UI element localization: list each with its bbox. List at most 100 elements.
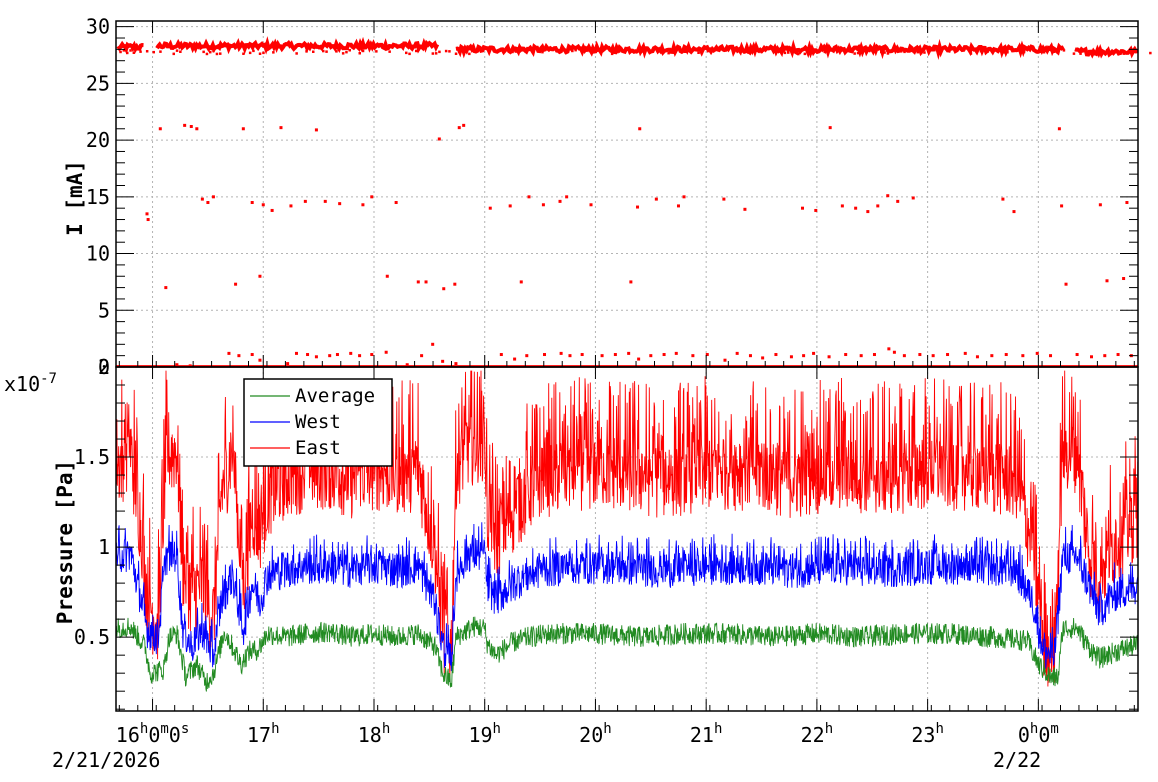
current-point <box>468 52 471 56</box>
current-point <box>286 362 290 366</box>
current-point <box>394 201 398 205</box>
current-point <box>1149 51 1152 55</box>
current-point <box>963 351 967 355</box>
current-point <box>697 51 700 54</box>
current-point <box>215 52 219 56</box>
current-point <box>1119 52 1122 55</box>
current-point <box>448 50 451 53</box>
current-point <box>1022 50 1026 54</box>
current-point <box>911 196 915 200</box>
current-point <box>801 206 805 210</box>
current-point <box>279 126 283 130</box>
current-point <box>722 197 726 201</box>
current-point <box>1076 48 1079 52</box>
current-point <box>743 207 747 211</box>
current-point <box>919 51 923 55</box>
current-point <box>303 199 307 203</box>
current-point <box>270 208 274 212</box>
current-point <box>424 280 428 284</box>
current-point <box>202 50 205 54</box>
current-point <box>559 351 563 355</box>
current-point <box>892 350 896 354</box>
x-tick-label: 0h0m <box>1018 721 1059 747</box>
current-point <box>189 125 193 129</box>
x-tick-label: 18h <box>358 721 391 747</box>
current-point <box>431 52 435 55</box>
current-point <box>164 286 168 290</box>
x-tick-label: 20h <box>579 721 612 747</box>
current-point <box>250 353 254 357</box>
current-point <box>227 351 231 355</box>
current-point <box>349 351 353 355</box>
current-point <box>1052 50 1056 53</box>
current-point <box>431 342 435 346</box>
current-point <box>866 210 870 214</box>
current-point <box>627 351 631 355</box>
top-panel: 0 5 10 15 20 25 30 I [mA] <box>63 15 1152 379</box>
current-point <box>986 50 989 53</box>
current-point <box>1057 127 1061 131</box>
current-point <box>453 282 457 286</box>
current-point <box>853 52 856 55</box>
current-point <box>1035 351 1039 355</box>
current-point <box>294 351 298 355</box>
current-point <box>361 49 365 53</box>
current-point <box>206 201 210 205</box>
current-baseline <box>455 38 1065 61</box>
current-point <box>358 354 362 358</box>
current-point <box>195 127 199 131</box>
current-point <box>345 50 348 54</box>
current-point <box>1060 204 1064 208</box>
x-tick-label: 16h0m0s <box>116 721 190 747</box>
current-point <box>856 51 860 55</box>
current-point <box>384 350 388 354</box>
current-point <box>209 50 212 54</box>
current-point <box>248 51 252 55</box>
current-point <box>434 52 438 55</box>
current-point <box>1125 201 1129 205</box>
x-tick-label: 22h <box>801 721 834 747</box>
current-point <box>219 52 222 55</box>
current-point <box>541 203 545 207</box>
current-point <box>1125 51 1129 54</box>
current-point <box>305 50 308 53</box>
current-point <box>272 51 275 54</box>
current-point <box>844 353 848 357</box>
current-point <box>312 50 315 53</box>
current-point <box>361 203 365 207</box>
current-point <box>338 202 342 206</box>
legend-label-west: West <box>295 411 341 433</box>
current-point <box>916 50 919 54</box>
current-point <box>854 206 858 210</box>
x-start-date: 2/21/2026 <box>52 748 160 772</box>
current-point <box>159 50 162 53</box>
current-point <box>896 199 900 203</box>
current-point <box>358 52 361 55</box>
current-point <box>179 50 182 53</box>
bottom-y-tick-labels: 0.5 1 1.5 2 <box>74 355 110 649</box>
current-point <box>564 51 567 54</box>
current-point <box>748 354 752 358</box>
current-point <box>481 48 484 52</box>
x-tick-label: 21h <box>690 721 723 747</box>
current-point <box>591 50 594 54</box>
current-point <box>237 354 241 358</box>
current-point <box>814 208 818 212</box>
current-point <box>211 195 215 199</box>
current-point <box>513 357 517 361</box>
current-point <box>146 218 150 222</box>
current-point <box>827 355 831 359</box>
current-point <box>558 199 562 203</box>
current-point <box>680 50 684 53</box>
current-point <box>370 353 374 357</box>
bottom-ticks <box>116 367 1138 711</box>
current-point <box>589 203 593 207</box>
current-point <box>840 49 843 52</box>
current-point <box>1079 52 1082 55</box>
current-point <box>629 280 633 284</box>
current-point <box>872 353 876 357</box>
current-point <box>172 52 175 56</box>
current-point <box>517 50 521 53</box>
pressure-series <box>115 370 1139 692</box>
current-point <box>979 49 983 53</box>
